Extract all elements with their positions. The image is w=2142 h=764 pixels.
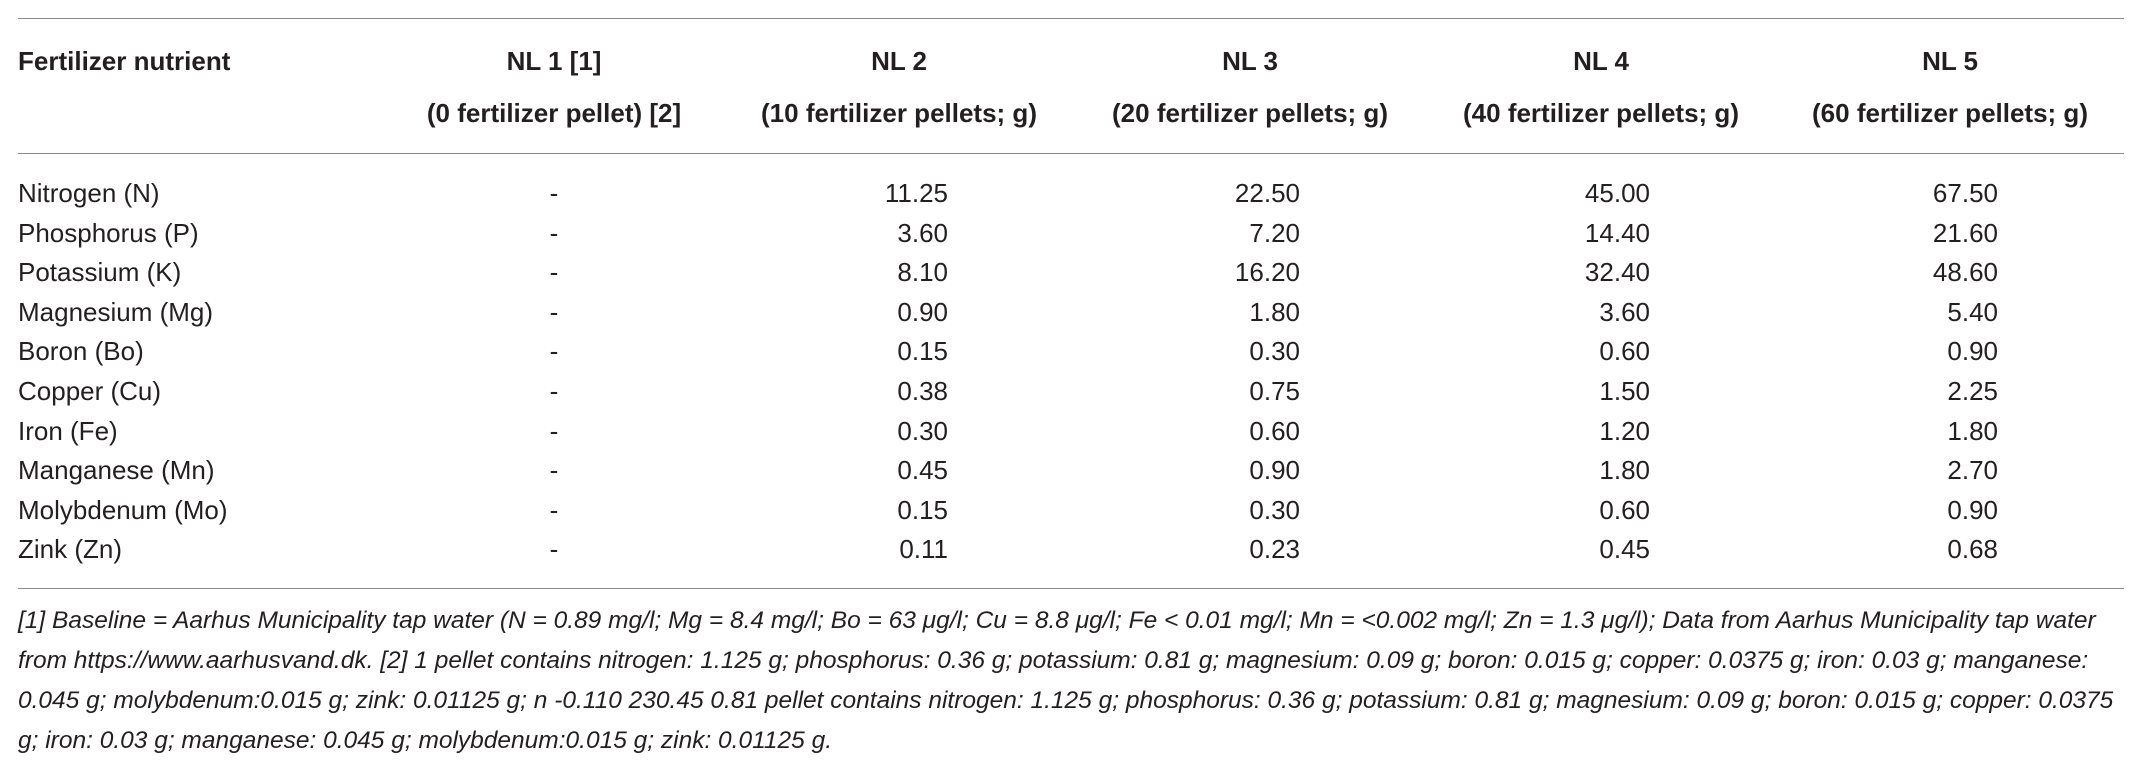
table-row: Manganese (Mn) - 0.45 0.90 1.80 2.70 [18, 451, 2124, 491]
table-footnote: [1] Baseline = Aarhus Municipality tap w… [18, 606, 2114, 754]
cell-nl3: 7.20 [1249, 217, 1300, 248]
cell-nl2: 0.11 [899, 534, 948, 565]
cell-nl3: 16.20 [1234, 257, 1300, 288]
table-row: Molybdenum (Mo) - 0.15 0.30 0.60 0.90 [18, 491, 2124, 531]
header-nl5: NL 5 [1922, 46, 1978, 76]
cell-nl2: 8.10 [897, 257, 948, 288]
cell-nl5: 48.60 [1932, 257, 1998, 288]
table-row: Potassium (K) - 8.10 16.20 32.40 48.60 [18, 253, 2124, 293]
cell-nl5: 0.90 [1947, 336, 1998, 367]
header-nutrient-sub [18, 87, 384, 153]
cell-nl1: - [549, 375, 559, 406]
cell-nl2: 0.15 [897, 336, 948, 367]
cell-nl4: 32.40 [1584, 257, 1650, 288]
table-row: Zink (Zn) - 0.11 0.23 0.45 0.68 [18, 530, 2124, 588]
cell-nl3: 22.50 [1234, 178, 1300, 208]
cell-nl5: 0.68 [1947, 534, 1998, 565]
cell-nl4: 1.50 [1599, 375, 1650, 406]
cell-nl4: 3.60 [1599, 296, 1650, 327]
cell-nl1: - [549, 415, 559, 446]
cell-nl4: 45.00 [1584, 178, 1650, 208]
header-nl1: NL 1 [1] [506, 46, 602, 76]
cell-nl1: - [549, 178, 559, 208]
cell-nutrient: Phosphorus (P) [18, 217, 199, 248]
cell-nl5: 2.25 [1947, 375, 1998, 406]
header-nl1-sub: (0 fertilizer pellet) [2] [426, 98, 682, 128]
cell-nl3: 0.30 [1249, 336, 1300, 367]
cell-nutrient: Potassium (K) [18, 257, 182, 288]
cell-nutrient: Iron (Fe) [18, 415, 118, 446]
cell-nl5: 67.50 [1932, 178, 1998, 208]
cell-nl2: 0.30 [897, 415, 948, 446]
cell-nutrient: Manganese (Mn) [18, 455, 215, 486]
cell-nl4: 0.45 [1599, 534, 1650, 565]
cell-nl3: 0.23 [1249, 534, 1300, 565]
cell-nl4: 1.20 [1599, 415, 1650, 446]
table-row: Iron (Fe) - 0.30 0.60 1.20 1.80 [18, 412, 2124, 452]
header-nl2: NL 2 [871, 46, 927, 76]
bottom-rule [18, 587, 2124, 589]
cell-nl4: 0.60 [1599, 336, 1650, 367]
cell-nl3: 0.75 [1249, 375, 1300, 406]
cell-nl3: 0.90 [1249, 455, 1300, 486]
cell-nl4: 1.80 [1599, 455, 1650, 486]
header-nutrient: Fertilizer nutrient [18, 46, 231, 76]
cell-nl1: - [549, 534, 559, 565]
cell-nl2: 3.60 [897, 217, 948, 248]
cell-nl4: 14.40 [1584, 217, 1650, 248]
header-nl4: NL 4 [1573, 46, 1629, 76]
cell-nl3: 0.30 [1249, 494, 1300, 525]
cell-nl1: - [549, 257, 559, 288]
cell-nl5: 5.40 [1947, 296, 1998, 327]
cell-nl3: 1.80 [1249, 296, 1300, 327]
cell-nl1: - [549, 296, 559, 327]
cell-nl2: 0.45 [897, 455, 948, 486]
cell-nl5: 2.70 [1947, 455, 1998, 486]
table-row: Nitrogen (N) - 11.25 22.50 45.00 67.50 [18, 154, 2124, 214]
cell-nl5: 0.90 [1947, 494, 1998, 525]
table-row: Boron (Bo) - 0.15 0.30 0.60 0.90 [18, 332, 2124, 372]
cell-nl2: 0.38 [897, 375, 948, 406]
table-row: Magnesium (Mg) - 0.90 1.80 3.60 5.40 [18, 293, 2124, 333]
cell-nl1: - [549, 455, 559, 486]
table-container: Fertilizer nutrient NL 1 [1] NL 2 NL 3 N… [18, 18, 2124, 761]
fertilizer-table: Fertilizer nutrient NL 1 [1] NL 2 NL 3 N… [18, 19, 2124, 153]
cell-nutrient: Molybdenum (Mo) [18, 494, 228, 525]
header-nl2-sub: (10 fertilizer pellets; g) [761, 98, 1037, 128]
cell-nl3: 0.60 [1249, 415, 1300, 446]
cell-nl2: 0.15 [897, 494, 948, 525]
top-rule [18, 18, 2124, 19]
cell-nl1: - [549, 217, 559, 248]
header-nl5-sub: (60 fertilizer pellets; g) [1812, 98, 2088, 128]
cell-nutrient: Nitrogen (N) [18, 178, 160, 208]
cell-nutrient: Boron (Bo) [18, 336, 144, 367]
header-nl3-sub: (20 fertilizer pellets; g) [1112, 98, 1388, 128]
cell-nl5: 1.80 [1947, 415, 1998, 446]
table-body: Nitrogen (N) - 11.25 22.50 45.00 67.50 Phospho… [18, 154, 2124, 588]
cell-nl5: 21.60 [1932, 217, 1998, 248]
cell-nl1: - [549, 336, 559, 367]
fertilizer-table-body: Nitrogen (N) - 11.25 22.50 45.00 67.50 Phospho… [18, 154, 2124, 588]
cell-nl2: 11.25 [884, 178, 948, 208]
table-row: Copper (Cu) - 0.38 0.75 1.50 2.25 [18, 372, 2124, 412]
cell-nl2: 0.90 [897, 296, 948, 327]
header-nl3: NL 3 [1222, 46, 1278, 76]
header-rule [18, 153, 2124, 154]
cell-nl1: - [549, 494, 559, 525]
cell-nl4: 0.60 [1599, 494, 1650, 525]
cell-nutrient: Magnesium (Mg) [18, 296, 214, 327]
cell-nutrient: Copper (Cu) [18, 375, 162, 406]
table-header: Fertilizer nutrient NL 1 [1] NL 2 NL 3 N… [18, 19, 2124, 153]
header-nl4-sub: (40 fertilizer pellets; g) [1463, 98, 1739, 128]
cell-nutrient: Zink (Zn) [18, 534, 122, 565]
table-row: Phosphorus (P) - 3.60 7.20 14.40 21.60 [18, 214, 2124, 254]
